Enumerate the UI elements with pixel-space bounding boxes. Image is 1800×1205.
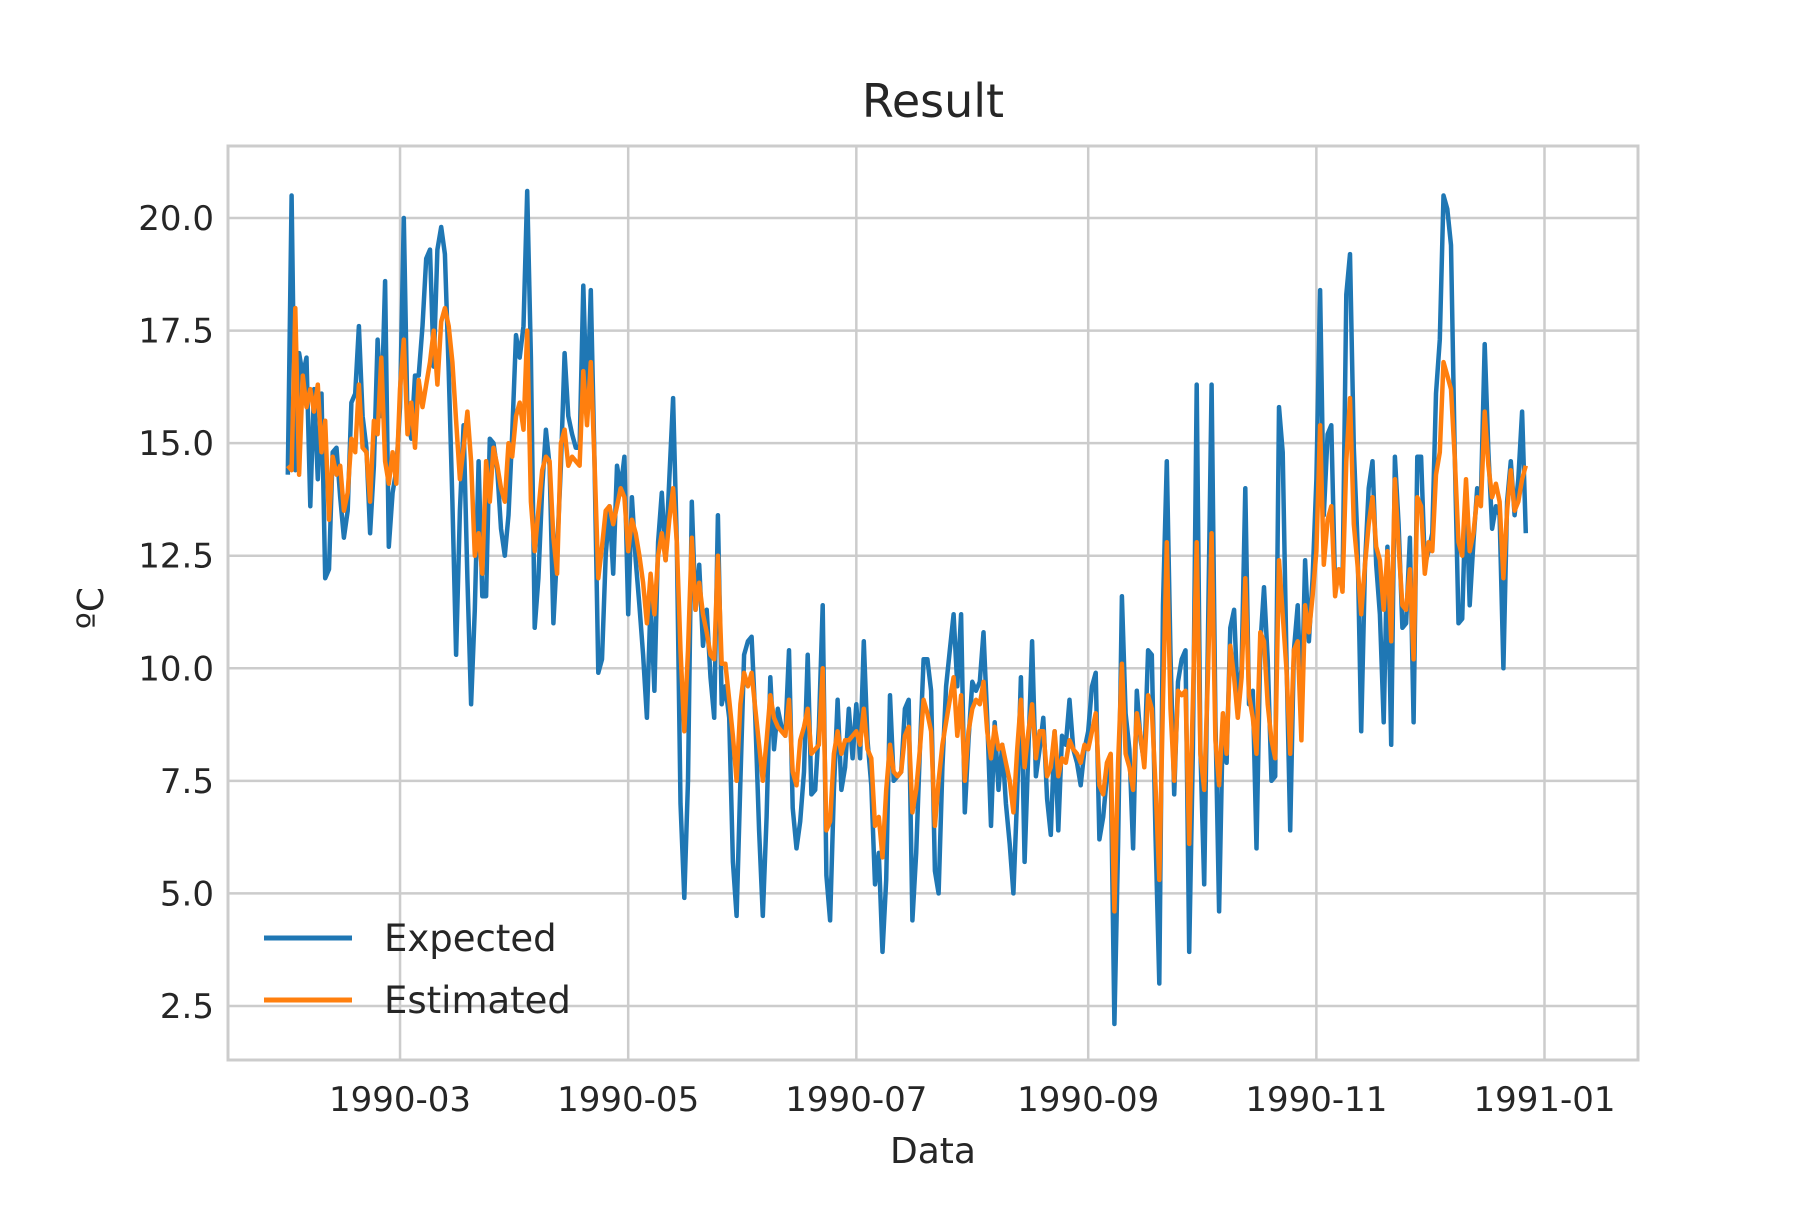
- y-tick-label: 17.5: [138, 312, 214, 352]
- y-tick-label: 10.0: [138, 649, 214, 689]
- y-axis-label: ºC: [71, 587, 112, 629]
- plot-frame: [226, 144, 1640, 1062]
- x-axis-label: Data: [890, 1131, 976, 1172]
- x-tick-label: 1990-07: [785, 1080, 927, 1120]
- x-tick-label: 1990-03: [329, 1080, 471, 1120]
- y-tick-label: 12.5: [138, 537, 214, 577]
- x-tick-label: 1991-01: [1473, 1080, 1615, 1120]
- series-line-estimated: [286, 305, 1528, 914]
- x-tick-label: 1990-05: [557, 1080, 699, 1120]
- legend-label-estimated: Estimated: [384, 979, 571, 1022]
- legend: Expected Estimated: [264, 917, 571, 1022]
- y-tick-label: 7.5: [160, 762, 214, 802]
- legend-label-expected: Expected: [384, 917, 557, 960]
- chart-title: Result: [862, 74, 1004, 128]
- x-tick-label: 1990-11: [1245, 1080, 1387, 1120]
- plot-area: [285, 188, 1529, 1027]
- y-tick-label: 2.5: [160, 987, 214, 1027]
- y-tick-label: 15.0: [138, 424, 214, 464]
- tick-labels: 1990-03 1990-05 1990-07 1990-09 1990-11 1991-…: [138, 199, 1615, 1120]
- series-line-expected: [285, 188, 1529, 1027]
- y-tick-label: 5.0: [160, 874, 214, 914]
- x-tick-label: 1990-09: [1017, 1080, 1159, 1120]
- y-tick-label: 20.0: [138, 199, 214, 239]
